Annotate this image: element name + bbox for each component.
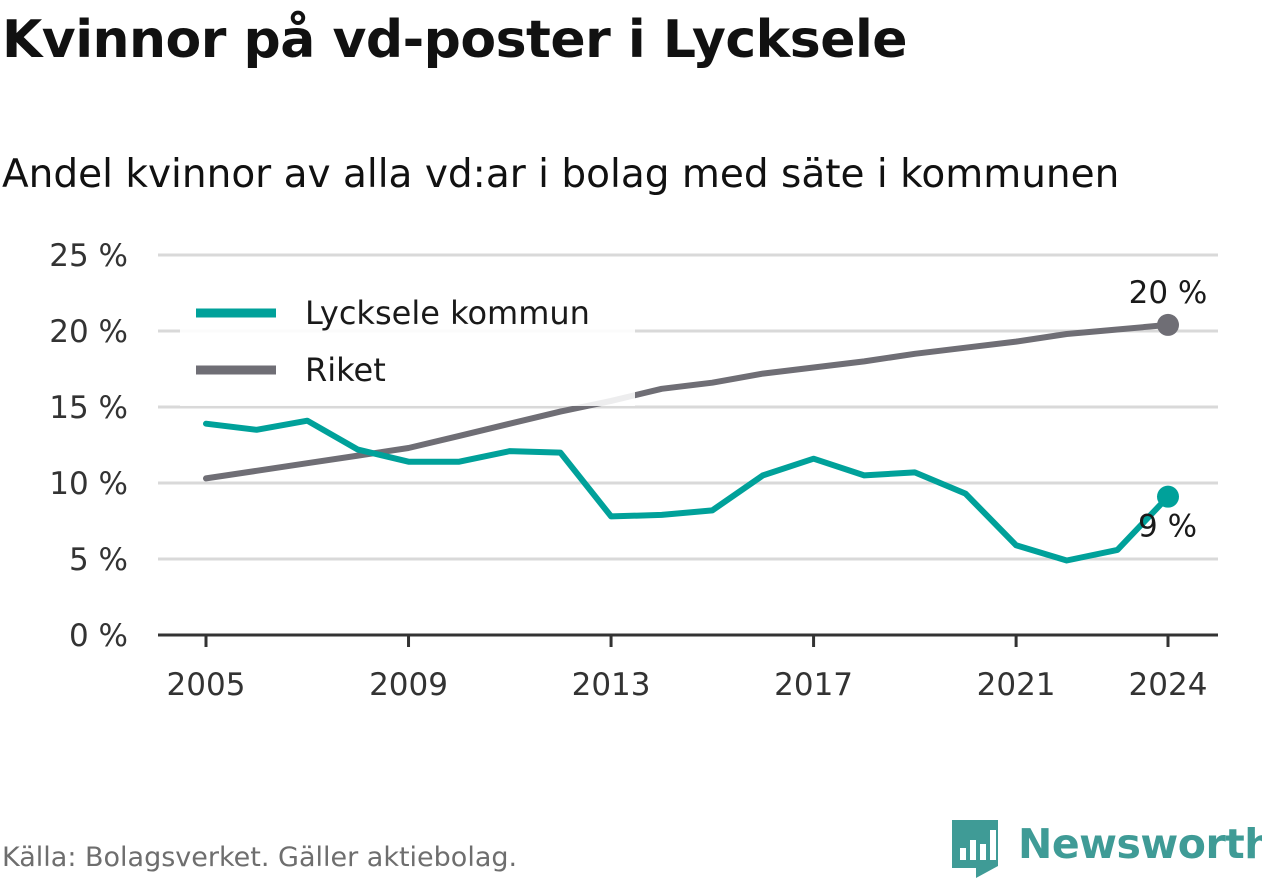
legend-background <box>180 288 635 406</box>
y-tick-label: 5 % <box>69 542 128 578</box>
end-label-lycksele: 9 % <box>1138 509 1197 545</box>
x-tick-label: 2009 <box>369 667 448 703</box>
chart-title: Kvinnor på vd-poster i Lycksele <box>2 10 908 70</box>
newsworthy-logo: Newsworthy <box>950 818 1262 880</box>
legend-label-riket: Riket <box>305 351 386 389</box>
y-tick-label: 0 % <box>69 618 128 654</box>
line-chart: 0 %5 %10 %15 %20 %25 % 2005 2009 2013 2017 2… <box>49 238 1218 703</box>
end-label-riket: 20 % <box>1129 275 1208 311</box>
newsworthy-logo-icon <box>952 820 998 878</box>
source-note: Källa: Bolagsverket. Gäller aktiebolag. <box>2 842 518 873</box>
y-axis-tick-labels: 0 % 5 % 10 % 15 % 20 % 25 % <box>49 238 128 654</box>
newsworthy-wordmark: Newsworthy <box>1018 820 1262 868</box>
legend: Lycksele kommun Riket <box>180 288 635 406</box>
chart-subtitle: Andel kvinnor av alla vd:ar i bolag med … <box>2 152 1120 197</box>
x-tick-label: 2005 <box>167 667 246 703</box>
x-axis-ticks: 2005 2009 2013 2017 2021 2024 <box>167 635 1208 703</box>
y-tick-label: 15 % <box>49 390 128 426</box>
y-tick-label: 10 % <box>49 466 128 502</box>
y-tick-label: 20 % <box>49 314 128 350</box>
end-marker-lycksele <box>1157 485 1179 508</box>
x-tick-label: 2017 <box>774 667 853 703</box>
y-tick-label: 25 % <box>49 238 128 274</box>
series-line-lycksele <box>203 417 1171 564</box>
x-tick-label: 2021 <box>977 667 1056 703</box>
x-tick-label: 2024 <box>1129 667 1208 703</box>
legend-label-lycksele: Lycksele kommun <box>305 294 590 332</box>
series-end-markers: 9 % 20 % <box>1129 275 1208 545</box>
x-tick-label: 2013 <box>572 667 651 703</box>
series-lines <box>203 321 1171 564</box>
end-marker-riket <box>1157 313 1179 336</box>
